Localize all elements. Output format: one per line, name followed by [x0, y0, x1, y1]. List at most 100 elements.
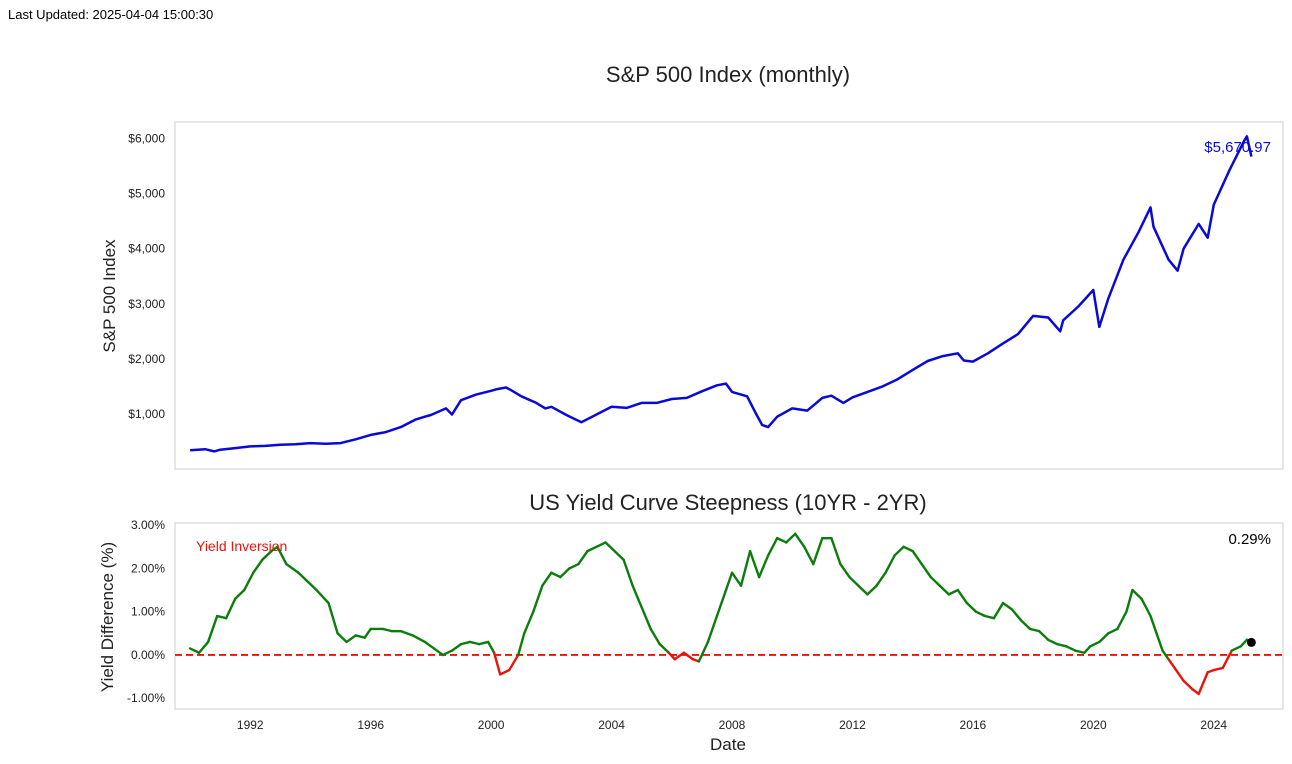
yield-line-segment	[866, 584, 878, 596]
yield-line-segment	[1212, 666, 1224, 672]
yield-line-segment	[697, 640, 710, 663]
yield-line-segment	[1182, 679, 1194, 691]
yield-line-segment	[1019, 619, 1032, 631]
yield-line-segment	[498, 668, 511, 676]
x-tick-label: 2016	[960, 718, 987, 732]
yield-y-tick-label: -1.00%	[127, 691, 165, 705]
yield-line-segment	[577, 549, 589, 566]
last-updated-text: Last Updated: 2025-04-04 15:00:30	[8, 7, 214, 22]
yield-line-segment	[649, 627, 661, 646]
yield-line-segment	[839, 562, 851, 579]
yield-line-segment	[1037, 629, 1050, 641]
yield-line-segment	[1167, 658, 1176, 670]
yield-line-segment	[532, 584, 544, 613]
x-tick-label: 2024	[1200, 718, 1227, 732]
yield-line-segment	[1055, 642, 1068, 648]
yield-line-segment	[893, 545, 905, 557]
yield-line-segment	[550, 571, 562, 579]
yield-line-segment	[965, 601, 978, 613]
yield-line-segment	[381, 627, 393, 633]
yield-line-segment	[1149, 614, 1158, 635]
x-tick-label: 2012	[839, 718, 866, 732]
yield-line-segment	[468, 640, 481, 646]
yield-line-segment	[748, 549, 761, 579]
yield-line-segment	[857, 584, 869, 596]
chart-title-yield-curve: US Yield Curve Steepness (10YR - 2YR)	[529, 490, 926, 515]
yield-line-segment	[1140, 597, 1152, 618]
yield-line-segment	[206, 614, 219, 644]
yield-line-segment	[252, 558, 264, 574]
yield-line-segment	[848, 575, 860, 587]
yield-line-segment	[541, 571, 553, 587]
x-tick-label: 2004	[598, 718, 625, 732]
yield-line	[188, 532, 1253, 696]
yield-line-segment	[766, 536, 779, 557]
yield-line-segment	[812, 536, 824, 566]
yield-line-segment	[911, 549, 923, 566]
yield-line-segment	[517, 632, 526, 657]
sp500-y-tick-label: $2,000	[128, 352, 165, 366]
yield-line-segment	[938, 584, 950, 596]
yield-line-segment	[1098, 632, 1110, 644]
yield-line-segment	[929, 575, 941, 587]
yield-line-segment	[673, 651, 686, 661]
yield-line-segment	[631, 584, 643, 609]
sp500-y-tick-label: $5,000	[128, 187, 165, 201]
yield-line-segment	[297, 571, 309, 583]
yield-line-segment	[803, 545, 815, 566]
sp500-plot-frame	[174, 121, 1284, 470]
yield-line-segment	[1230, 645, 1243, 652]
sp500-y-tick-label: $1,000	[128, 407, 165, 421]
yield-y-tick-label: 2.00%	[131, 561, 165, 575]
x-tick-label: 2020	[1080, 718, 1107, 732]
yield-inversion-annotation: Yield Inversion	[196, 538, 287, 554]
yield-line-segment	[411, 634, 427, 644]
yield-line-segment	[1221, 649, 1234, 670]
yield-line-segment	[1083, 645, 1092, 654]
yield-line-segment	[261, 549, 273, 561]
yield-line-segment	[640, 606, 652, 631]
yield-line-segment	[1116, 610, 1128, 631]
yield-line-segment	[315, 588, 330, 605]
sp500-y-tick-label: $6,000	[128, 132, 165, 146]
yield-line-segment	[983, 614, 996, 620]
yield-line-segment	[1089, 640, 1101, 648]
yield-line-segment	[508, 653, 520, 672]
yield-line-segment	[224, 597, 237, 620]
yield-line-segment	[285, 562, 300, 574]
yield-line-segment	[658, 642, 670, 654]
yield-line-segment	[706, 614, 719, 644]
yield-line-segment	[1239, 638, 1249, 648]
yield-y-tick-label: 1.00%	[131, 605, 165, 619]
yield-line-segment	[270, 545, 279, 553]
x-tick-label: 2008	[719, 718, 746, 732]
yield-y-tick-label: 3.00%	[131, 518, 165, 532]
yield-line-segment	[1001, 601, 1014, 611]
yield-line-segment	[306, 580, 318, 592]
yield-line-segment	[1074, 649, 1086, 654]
x-axis-label: Date	[710, 735, 746, 754]
yield-line-segment	[1173, 666, 1185, 683]
yield-line-segment	[492, 651, 502, 676]
yield-line-segment	[486, 640, 496, 654]
yield-line-segment	[459, 640, 472, 646]
yield-plot-frame	[174, 522, 1284, 710]
yield-line-segment	[243, 571, 255, 592]
yield-line-segment	[1191, 688, 1200, 696]
yield-line-segment	[830, 536, 842, 566]
yield-line-segment	[345, 634, 357, 644]
yield-last-point-marker	[1246, 637, 1256, 647]
yield-line-segment	[715, 588, 728, 618]
yield-line-segment	[757, 554, 770, 579]
yield-line-segment	[477, 640, 490, 646]
yield-line-segment	[875, 571, 887, 587]
yield-line-segment	[785, 532, 797, 544]
yield-line-segment	[794, 532, 806, 548]
sp500-y-ticks: $1,000 $2,000 $3,000 $4,000 $5,000 $6,000	[128, 132, 165, 421]
yield-line-segment	[197, 640, 210, 654]
yield-line-segment	[363, 627, 372, 639]
yield-line-segment	[1010, 608, 1023, 622]
sp500-y-tick-label: $3,000	[128, 297, 165, 311]
yield-line-segment	[667, 651, 677, 661]
yield-line-segment	[215, 614, 228, 620]
